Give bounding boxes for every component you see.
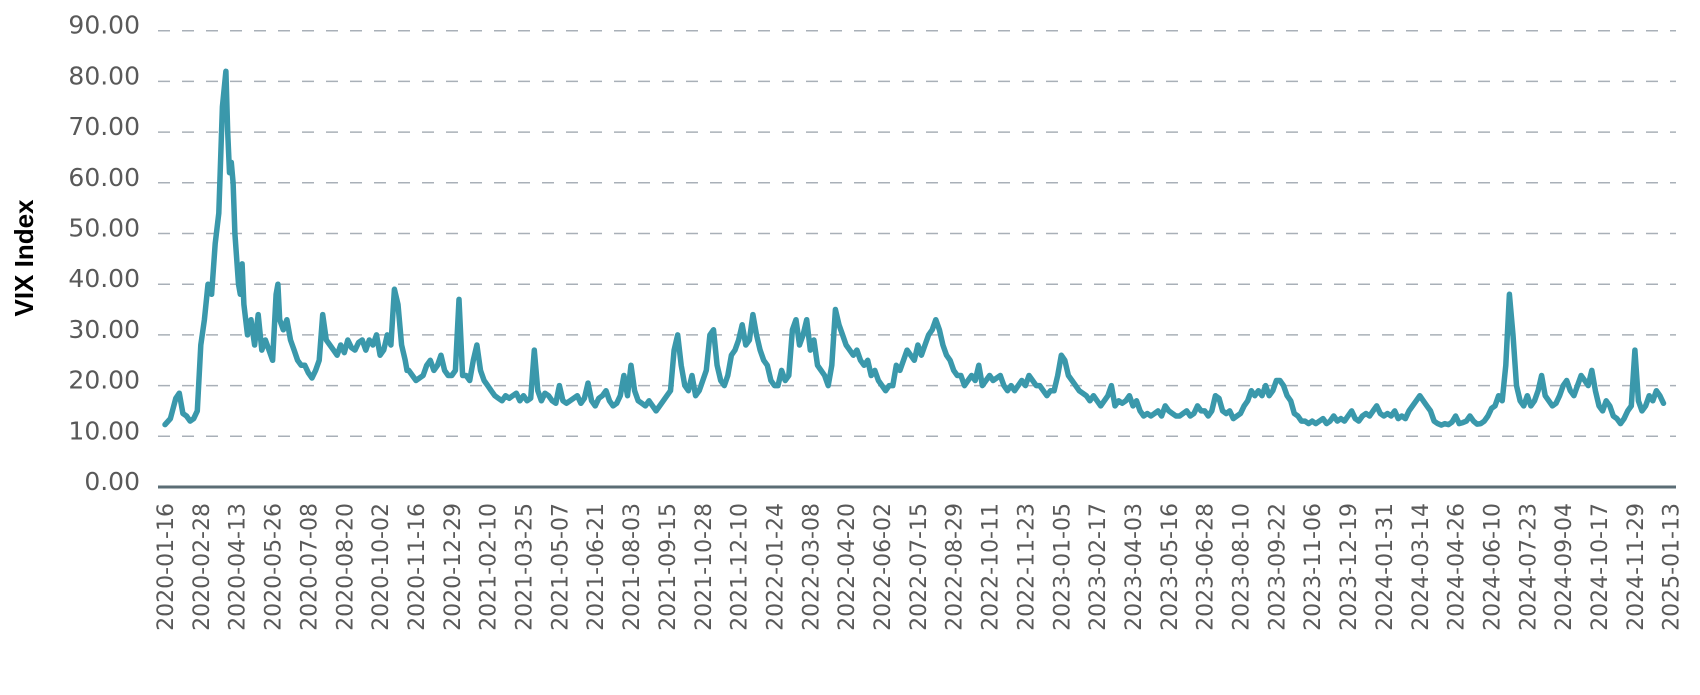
vix-series-line <box>162 68 1667 428</box>
x-tick-label: 2022-11-23 <box>1014 503 1039 631</box>
y-tick-label: 70.00 <box>68 112 140 141</box>
x-tick-label: 2025-01-13 <box>1660 503 1685 631</box>
y-tick-label: 60.00 <box>68 163 140 192</box>
x-tick-label: 2020-11-16 <box>405 503 430 631</box>
x-tick-label: 2023-08-10 <box>1230 503 1255 631</box>
x-tick-label: 2024-04-26 <box>1445 503 1470 631</box>
x-tick-label: 2023-11-06 <box>1301 503 1326 631</box>
y-tick-label: 20.00 <box>68 366 140 395</box>
y-tick-label: 90.00 <box>68 11 140 40</box>
y-tick-label: 30.00 <box>68 315 140 344</box>
x-tick-label: 2023-12-19 <box>1337 503 1362 631</box>
y-axis-ticks: 0.00 10.00 20.00 30.00 40.00 50.00 60.00 70.00 8… <box>68 11 140 496</box>
x-tick-label: 2022-03-08 <box>799 503 824 631</box>
x-tick-label: 2024-01-31 <box>1373 503 1398 631</box>
x-tick-label: 2024-03-14 <box>1409 503 1434 631</box>
x-tick-label: 2024-07-23 <box>1516 503 1541 631</box>
x-axis-ticks: 2020-01-16 2020-02-28 2020-04-13 2020-05-26… <box>154 503 1685 631</box>
x-tick-label: 2023-06-28 <box>1194 503 1219 631</box>
y-tick-label: 0.00 <box>84 467 140 496</box>
y-tick-label: 50.00 <box>68 214 140 243</box>
x-tick-label: 2020-12-29 <box>441 503 466 631</box>
x-tick-label: 2023-05-16 <box>1158 503 1183 631</box>
x-tick-label: 2022-07-15 <box>907 503 932 631</box>
y-tick-label: 40.00 <box>68 264 140 293</box>
x-tick-label: 2023-04-03 <box>1122 503 1147 631</box>
x-tick-label: 2020-08-20 <box>333 503 358 631</box>
x-tick-label: 2021-06-21 <box>584 503 609 631</box>
x-tick-label: 2021-09-15 <box>656 503 681 631</box>
x-tick-label: 2021-08-03 <box>620 503 645 631</box>
x-tick-label: 2024-11-29 <box>1624 503 1649 631</box>
x-tick-label: 2021-05-07 <box>548 503 573 631</box>
x-tick-label: 2022-08-29 <box>943 503 968 631</box>
x-tick-label: 2020-05-26 <box>262 503 287 631</box>
x-tick-label: 2020-04-13 <box>226 503 251 631</box>
x-tick-label: 2022-04-20 <box>835 503 860 631</box>
y-tick-label: 10.00 <box>68 416 140 445</box>
x-tick-label: 2023-09-22 <box>1265 503 1290 631</box>
x-tick-label: 2024-09-04 <box>1552 503 1577 631</box>
x-tick-label: 2022-06-02 <box>871 503 896 631</box>
x-tick-label: 2024-06-10 <box>1480 503 1505 631</box>
y-axis-title: VIX Index <box>9 199 39 317</box>
y-tick-label: 80.00 <box>68 61 140 90</box>
x-tick-label: 2023-02-17 <box>1086 503 1111 631</box>
x-tick-label: 2021-12-10 <box>728 503 753 631</box>
x-tick-label: 2024-10-17 <box>1588 503 1613 631</box>
x-tick-label: 2020-10-02 <box>369 503 394 631</box>
x-tick-label: 2020-07-08 <box>297 503 322 631</box>
x-tick-label: 2021-10-28 <box>692 503 717 631</box>
x-tick-label: 2020-02-28 <box>190 503 215 631</box>
x-tick-label: 2022-10-11 <box>979 503 1004 631</box>
gridlines <box>158 29 1676 438</box>
x-tick-label: 2023-01-05 <box>1050 503 1075 631</box>
x-tick-label: 2021-03-25 <box>513 503 538 631</box>
x-tick-label: 2020-01-16 <box>154 503 179 631</box>
x-tick-label: 2021-02-10 <box>477 503 502 631</box>
x-tick-label: 2022-01-24 <box>763 503 788 631</box>
